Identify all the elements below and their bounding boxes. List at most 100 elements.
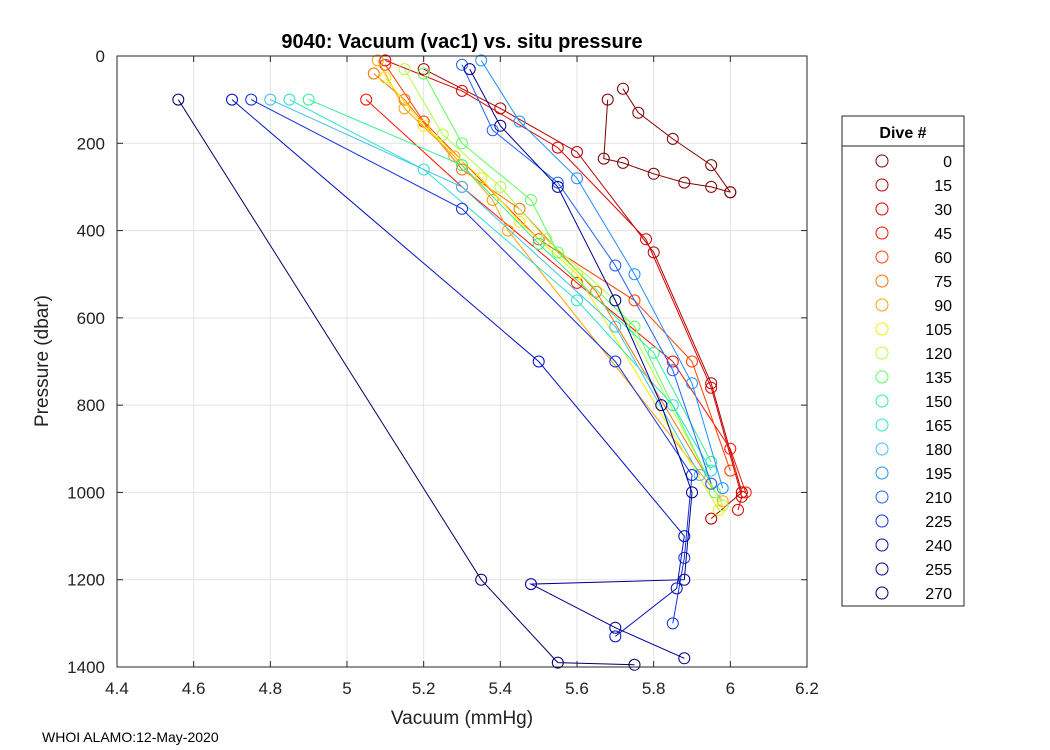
legend-label: 135 xyxy=(925,370,952,387)
x-tick-label: 4.6 xyxy=(182,679,206,698)
data-point xyxy=(601,93,614,106)
data-point xyxy=(551,141,564,154)
data-point xyxy=(494,180,507,193)
data-point xyxy=(709,486,721,499)
data-point xyxy=(417,119,430,132)
series-line xyxy=(377,60,724,502)
data-point xyxy=(463,63,476,76)
data-point xyxy=(678,551,691,564)
y-axis-label: Pressure (dbar) xyxy=(32,295,53,427)
data-point xyxy=(705,512,718,525)
legend-label: 270 xyxy=(925,586,952,603)
legend-label: 105 xyxy=(925,322,952,339)
data-point xyxy=(398,63,411,76)
series-line xyxy=(480,60,724,489)
data-point xyxy=(666,617,679,630)
x-tick-label: 5.4 xyxy=(489,679,513,698)
series-0 xyxy=(597,93,737,199)
data-point xyxy=(371,54,384,67)
footer-text: WHOI ALAMO:12-May-2020 xyxy=(42,729,219,745)
data-point xyxy=(398,93,411,106)
y-tick-label: 0 xyxy=(96,47,105,66)
series-255 xyxy=(463,63,698,665)
series-150 xyxy=(302,93,718,468)
data-point xyxy=(571,294,583,307)
data-point xyxy=(705,180,718,193)
series-line xyxy=(404,68,724,506)
data-point xyxy=(647,346,660,359)
data-point xyxy=(551,180,564,193)
series-15 xyxy=(417,63,748,525)
data-point xyxy=(486,124,499,137)
series-line xyxy=(461,64,712,484)
data-point xyxy=(172,93,185,106)
data-point xyxy=(475,573,488,586)
series-75 xyxy=(367,67,718,490)
data-point xyxy=(245,93,258,106)
chart-title: 9040: Vacuum (vac1) vs. situ pressure xyxy=(281,31,642,53)
data-point xyxy=(360,93,373,106)
data-point xyxy=(525,578,537,591)
legend-label: 0 xyxy=(943,154,952,171)
data-point xyxy=(551,246,564,259)
series-60 xyxy=(379,58,737,477)
data-point xyxy=(379,71,392,84)
data-point xyxy=(628,268,641,281)
legend-marker xyxy=(875,202,889,216)
x-tick-label: 6.2 xyxy=(795,679,819,698)
y-tick-label: 1400 xyxy=(67,658,105,677)
y-tick-label: 1200 xyxy=(67,571,105,590)
data-point xyxy=(686,377,698,390)
data-point xyxy=(502,224,514,237)
series-line xyxy=(365,99,747,493)
legend-label: 90 xyxy=(934,298,952,315)
legend-marker xyxy=(875,154,889,168)
legend-label: 165 xyxy=(925,418,952,435)
legend-marker xyxy=(875,370,889,384)
data-point xyxy=(705,381,718,394)
legend-marker xyxy=(875,346,889,360)
x-tick-label: 4.4 xyxy=(105,679,129,698)
y-tick-label: 800 xyxy=(77,396,105,415)
data-point xyxy=(417,67,430,80)
legend-marker xyxy=(875,298,889,312)
data-point xyxy=(712,503,725,516)
data-point xyxy=(609,355,622,368)
data-point xyxy=(678,530,691,543)
data-point xyxy=(264,93,277,106)
series-180 xyxy=(264,93,706,481)
data-point xyxy=(379,54,392,67)
data-point xyxy=(456,202,468,215)
data-point xyxy=(551,176,564,189)
data-point xyxy=(617,82,629,95)
data-point xyxy=(456,159,468,172)
legend-label: 240 xyxy=(925,538,952,555)
data-point xyxy=(302,93,315,106)
data-point xyxy=(670,582,683,595)
data-point xyxy=(532,233,545,246)
legend-marker xyxy=(875,178,889,192)
data-point xyxy=(716,499,729,512)
series-line xyxy=(231,99,685,637)
series-line xyxy=(423,73,716,493)
data-point xyxy=(417,63,430,76)
data-point xyxy=(486,194,499,206)
data-point xyxy=(686,355,698,368)
data-point xyxy=(724,442,737,455)
legend-marker xyxy=(875,466,889,480)
legend-marker xyxy=(875,586,889,600)
data-point xyxy=(628,658,641,671)
x-tick-label: 5 xyxy=(342,679,351,698)
data-point xyxy=(525,194,537,206)
data-point xyxy=(513,115,526,128)
data-point xyxy=(640,233,652,246)
data-point xyxy=(739,486,752,499)
x-tick-label: 5.6 xyxy=(565,679,589,698)
data-point xyxy=(686,486,698,499)
legend-label: 150 xyxy=(925,394,952,411)
series-line xyxy=(289,99,712,471)
data-point xyxy=(494,119,507,132)
data-point xyxy=(609,621,622,634)
x-tick-label: 4.8 xyxy=(259,679,283,698)
data-point xyxy=(666,364,679,377)
